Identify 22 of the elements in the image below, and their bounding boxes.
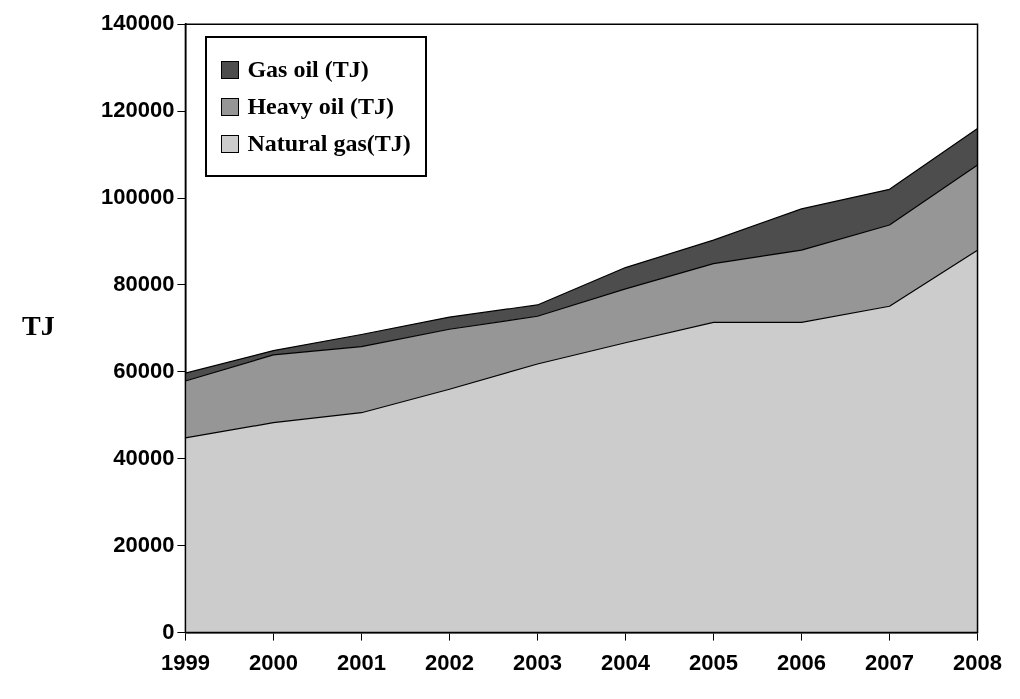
y-tick-label: 120000 <box>100 97 175 123</box>
x-tick-label: 2008 <box>953 649 1003 675</box>
x-tick-label: 2001 <box>336 649 386 675</box>
x-tick-label: 2004 <box>601 649 651 675</box>
y-tick-label: 60000 <box>113 357 175 383</box>
legend-label: Gas oil (TJ) <box>247 56 369 84</box>
y-tick-label: 40000 <box>113 444 175 470</box>
x-tick-label: 2006 <box>777 649 826 675</box>
y-tick-label: 20000 <box>113 531 175 557</box>
x-tick-label: 2007 <box>865 649 914 675</box>
legend-label: Natural gas(TJ) <box>247 130 411 158</box>
x-tick-label: 2002 <box>424 649 474 675</box>
y-tick-label: 140000 <box>100 10 175 36</box>
y-tick-label: 100000 <box>100 184 175 210</box>
x-tick-label: 2005 <box>689 649 738 675</box>
y-tick-label: 0 <box>162 618 175 644</box>
legend-label: Heavy oil (TJ) <box>247 93 395 121</box>
x-tick-label: 1999 <box>160 649 210 675</box>
x-tick-label: 2003 <box>512 649 562 675</box>
y-axis-title: TJ <box>22 310 55 343</box>
x-tick-label: 2000 <box>248 649 298 675</box>
y-tick-label: 80000 <box>113 271 175 297</box>
